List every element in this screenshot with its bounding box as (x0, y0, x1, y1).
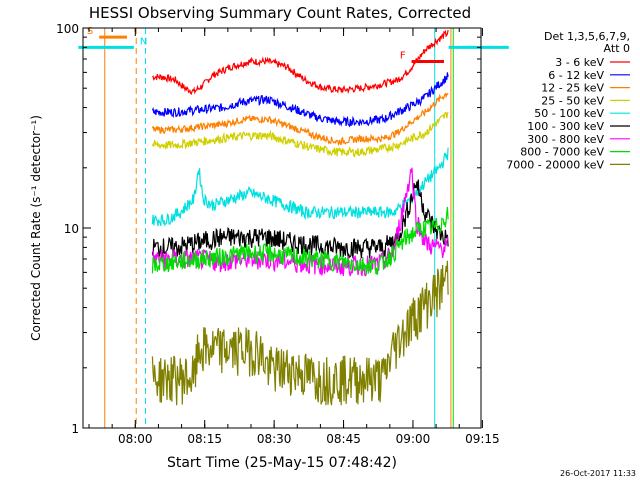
legend-label-8: 7000 - 20000 keV (506, 158, 604, 171)
series-line-8 (151, 260, 449, 406)
x-axis: 08:00 08:15 08:30 08:45 09:00 09:15 (88, 28, 500, 446)
marker-label-0: S (87, 26, 93, 37)
y-axis-label: Corrected Count Rate (s⁻¹ detector⁻¹) (29, 115, 43, 341)
x-tick-label-4: 09:00 (396, 432, 431, 446)
series-line-7 (151, 206, 449, 275)
series-line-1 (151, 72, 449, 128)
chart-title: HESSI Observing Summary Count Rates, Cor… (89, 4, 471, 22)
series-line-4 (151, 147, 449, 227)
legend-label-5: 100 - 300 keV (527, 120, 604, 133)
legend-label-7: 800 - 7000 keV (520, 146, 604, 159)
data-layer (104, 28, 454, 428)
series-line-5 (151, 179, 449, 261)
series-line-2 (151, 92, 449, 147)
y-tick-label-2: 100 (56, 22, 79, 36)
x-tick-label-3: 08:45 (326, 432, 361, 446)
legend-label-4: 50 - 100 keV (534, 107, 604, 120)
legend-label-3: 25 - 50 keV (541, 94, 604, 107)
marker-label-1: N (140, 36, 147, 47)
legend-label-0: 3 - 6 keV (555, 56, 604, 69)
y-tick-label-1: 10 (64, 222, 79, 236)
x-tick-label-2: 08:30 (257, 432, 292, 446)
x-tick-label-0: 08:00 (118, 432, 153, 446)
plot-area: S N F (78, 26, 509, 428)
footer-timestamp: 26-Oct-2017 11:33 (560, 469, 636, 478)
series-line-3 (151, 111, 449, 158)
x-tick-label-1: 08:15 (187, 432, 222, 446)
series-line-0 (152, 29, 449, 95)
x-axis-label: Start Time (25-May-15 07:48:42) (167, 455, 397, 471)
y-axis: 1 10 100 (56, 22, 481, 436)
legend-header-line1: Det 1,3,5,6,7,9, (544, 30, 630, 43)
legend-label-2: 12 - 25 keV (541, 82, 604, 95)
marker-label-3: F (400, 50, 406, 61)
x-tick-label-5: 09:15 (465, 432, 500, 446)
y-tick-label-0: 1 (71, 422, 79, 436)
legend-label-6: 300 - 800 keV (527, 133, 604, 146)
legend-header-line2: Att 0 (604, 42, 630, 55)
legend-label-1: 6 - 12 keV (548, 69, 604, 82)
